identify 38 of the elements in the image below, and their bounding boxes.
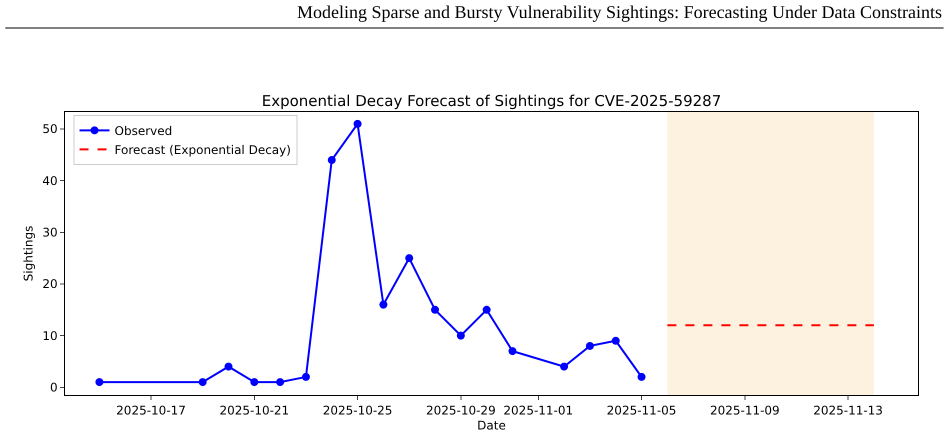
y-tick-label: 30 [42, 226, 58, 240]
y-tick-label: 0 [50, 380, 58, 394]
y-axis-title: Sightings [22, 226, 36, 282]
x-tick-label: 2025-10-25 [322, 403, 392, 418]
point [328, 156, 336, 164]
x-tick-label: 2025-10-29 [426, 403, 496, 418]
y-tick-label: 10 [42, 328, 58, 343]
point [638, 372, 646, 381]
legend-label: Forecast (Exponential Decay) [114, 143, 291, 158]
point [354, 120, 362, 128]
point [250, 378, 258, 386]
x-axis-title: Date [477, 418, 506, 432]
y-tick-label: 40 [42, 174, 58, 188]
point [379, 300, 388, 309]
point [456, 332, 465, 340]
chart-title: Exponential Decay Forecast of Sightings for CVE-2025-59287 [262, 92, 722, 110]
x-tick-label: 2025-10-17 [116, 403, 186, 418]
point [508, 347, 516, 356]
x-tick-label: 2025-11-05 [606, 403, 676, 418]
x-tick-label: 2025-11-09 [710, 403, 780, 418]
x-tick-label: 2025-11-13 [813, 403, 883, 418]
text: Modeling Sparse and Bursty Vulnerability Sightings: Forecasting Under Data Constraints [297, 2, 942, 22]
point [431, 306, 440, 314]
point [95, 378, 104, 386]
point [224, 362, 232, 371]
point [586, 342, 594, 350]
x-tick-label: 2025-11-01 [503, 403, 574, 418]
legend-label: Observed [114, 124, 172, 138]
y-tick-label: 50 [42, 122, 58, 136]
point [482, 306, 491, 314]
point [405, 254, 414, 262]
point [276, 378, 284, 386]
point [302, 372, 310, 381]
point [560, 362, 568, 371]
y-tick-label: 20 [42, 277, 58, 292]
x-tick-label: 2025-10-21 [219, 403, 290, 418]
point [612, 336, 620, 345]
point [198, 378, 207, 386]
